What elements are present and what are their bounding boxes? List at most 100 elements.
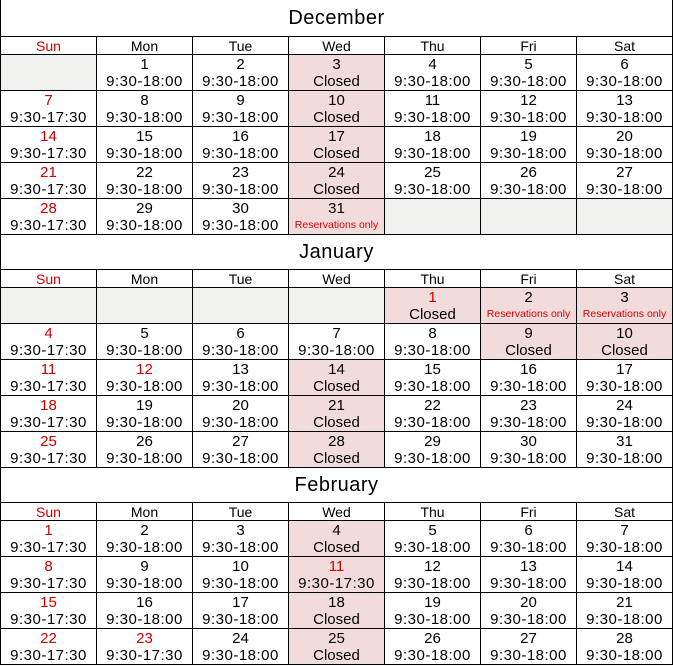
day-cell-january-23: 23 9:30-18:00 <box>480 395 577 432</box>
opening-hours: 9:30-18:00 <box>298 341 375 359</box>
opening-hours: 9:30-18:00 <box>394 449 471 467</box>
day-header-sun: Sun <box>0 502 97 521</box>
closed-label: Closed <box>313 72 360 90</box>
day-cell-january-20: 20 9:30-18:00 <box>192 395 289 432</box>
date-number: 28 <box>328 432 345 450</box>
date-number: 6 <box>620 55 629 73</box>
week-row: 11 9:30-17:30 12 9:30-18:00 13 9:30-18:00 14 Cl… <box>0 359 673 396</box>
date-number: 18 <box>424 127 441 145</box>
date-number: 31 <box>328 200 345 217</box>
opening-hours: 9:30-18:00 <box>106 108 183 126</box>
day-cell-february-13: 13 9:30-18:00 <box>480 556 577 593</box>
opening-hours: 9:30-17:30 <box>10 538 87 556</box>
day-cell-december-13: 13 9:30-18:00 <box>576 90 673 127</box>
day-header-fri: Fri <box>480 502 577 521</box>
opening-hours: 9:30-18:00 <box>490 144 567 162</box>
date-number: 14 <box>40 127 57 145</box>
day-cell-december-21: 21 9:30-17:30 <box>0 162 97 199</box>
week-row: 28 9:30-17:30 29 9:30-18:00 30 9:30-18:00 31 Re… <box>0 198 673 235</box>
day-cell-january-10: 10 Closed <box>576 323 673 360</box>
day-cell-december-14: 14 9:30-17:30 <box>0 126 97 163</box>
opening-hours: 9:30-18:00 <box>106 377 183 395</box>
day-header-fri: Fri <box>480 36 577 55</box>
week-row: 1 9:30-17:30 2 9:30-18:00 3 9:30-18:00 4 Closed… <box>0 520 673 557</box>
date-number: 11 <box>328 557 345 575</box>
day-cell-february-20: 20 9:30-18:00 <box>480 592 577 629</box>
date-number: 24 <box>616 396 633 414</box>
day-cell-january-4: 4 9:30-17:30 <box>0 323 97 360</box>
date-number: 4 <box>44 324 53 342</box>
opening-hours: 9:30-18:00 <box>394 646 471 664</box>
date-number: 21 <box>40 163 57 181</box>
date-number: 8 <box>140 91 149 109</box>
day-cell-february-17: 17 9:30-18:00 <box>192 592 289 629</box>
day-header-sat: Sat <box>576 502 673 521</box>
date-number: 8 <box>44 557 53 575</box>
opening-hours: 9:30-17:30 <box>10 377 87 395</box>
opening-hours: 9:30-18:00 <box>490 646 567 664</box>
day-cell-february-16: 16 9:30-18:00 <box>96 592 193 629</box>
day-cell-january-31: 31 9:30-18:00 <box>576 431 673 468</box>
date-number: 3 <box>620 289 629 306</box>
date-number: 13 <box>616 91 633 109</box>
calendar-table-december: Sun Mon Tue Wed Thu Fri Sat 1 9:30-18:00 2 9:30-1… <box>0 36 673 235</box>
day-cell-january-27: 27 9:30-18:00 <box>192 431 289 468</box>
opening-hours: 9:30-17:30 <box>10 144 87 162</box>
opening-hours: 9:30-18:00 <box>490 413 567 431</box>
date-number: 22 <box>136 163 153 181</box>
date-number: 21 <box>616 593 633 611</box>
opening-hours: 9:30-18:00 <box>490 449 567 467</box>
day-header-sat: Sat <box>576 36 673 55</box>
opening-hours: 9:30-18:00 <box>586 413 663 431</box>
day-header-thu: Thu <box>384 36 481 55</box>
date-number: 15 <box>424 360 441 378</box>
date-number: 5 <box>140 324 149 342</box>
calendar-table-february: Sun Mon Tue Wed Thu Fri Sat 1 9:30-17:30 2 9:30-1… <box>0 502 673 665</box>
empty-cell <box>0 287 97 324</box>
date-number: 5 <box>524 55 533 73</box>
day-cell-december-28: 28 9:30-17:30 <box>0 198 97 235</box>
opening-hours: 9:30-18:00 <box>490 574 567 592</box>
day-cell-january-16: 16 9:30-18:00 <box>480 359 577 396</box>
opening-hours: 9:30-18:00 <box>586 574 663 592</box>
calendar-table-january: Sun Mon Tue Wed Thu Fri Sat 1 Closed 2 Reservatio… <box>0 269 673 468</box>
day-header-sun: Sun <box>0 36 97 55</box>
opening-hours: 9:30-18:00 <box>394 72 471 90</box>
opening-hours: 9:30-18:00 <box>202 377 279 395</box>
opening-hours: 9:30-18:00 <box>202 180 279 198</box>
opening-hours: 9:30-17:30 <box>10 180 87 198</box>
day-header-tue: Tue <box>192 36 289 55</box>
day-cell-january-18: 18 9:30-17:30 <box>0 395 97 432</box>
day-cell-december-29: 29 9:30-18:00 <box>96 198 193 235</box>
date-number: 19 <box>424 593 441 611</box>
day-cell-january-21: 21 Closed <box>288 395 385 432</box>
date-number: 8 <box>428 324 437 342</box>
day-cell-february-28: 28 9:30-18:00 <box>576 628 673 665</box>
day-cell-january-22: 22 9:30-18:00 <box>384 395 481 432</box>
month-title-row-december: December <box>0 0 673 36</box>
date-number: 6 <box>524 521 533 539</box>
day-cell-january-12: 12 9:30-18:00 <box>96 359 193 396</box>
date-number: 1 <box>140 55 149 73</box>
day-cell-december-11: 11 9:30-18:00 <box>384 90 481 127</box>
day-header-tue: Tue <box>192 269 289 288</box>
date-number: 5 <box>428 521 437 539</box>
closed-label: Closed <box>601 341 648 359</box>
date-number: 27 <box>232 432 249 450</box>
day-cell-february-6: 6 9:30-18:00 <box>480 520 577 557</box>
day-cell-december-23: 23 9:30-18:00 <box>192 162 289 199</box>
day-cell-january-3: 3 Reservations only <box>576 287 673 324</box>
day-header-wed: Wed <box>288 36 385 55</box>
date-number: 7 <box>620 521 629 539</box>
opening-hours: 9:30-18:00 <box>490 72 567 90</box>
closed-label: Closed <box>313 377 360 395</box>
day-cell-february-5: 5 9:30-18:00 <box>384 520 481 557</box>
closed-label: Closed <box>505 341 552 359</box>
opening-hours: 9:30-18:00 <box>202 72 279 90</box>
day-cell-february-4: 4 Closed <box>288 520 385 557</box>
date-number: 2 <box>524 289 533 306</box>
empty-cell <box>192 287 289 324</box>
date-number: 30 <box>520 432 537 450</box>
week-row: 7 9:30-17:30 8 9:30-18:00 9 9:30-18:00 10 Close… <box>0 90 673 127</box>
closed-label: Closed <box>409 305 456 323</box>
